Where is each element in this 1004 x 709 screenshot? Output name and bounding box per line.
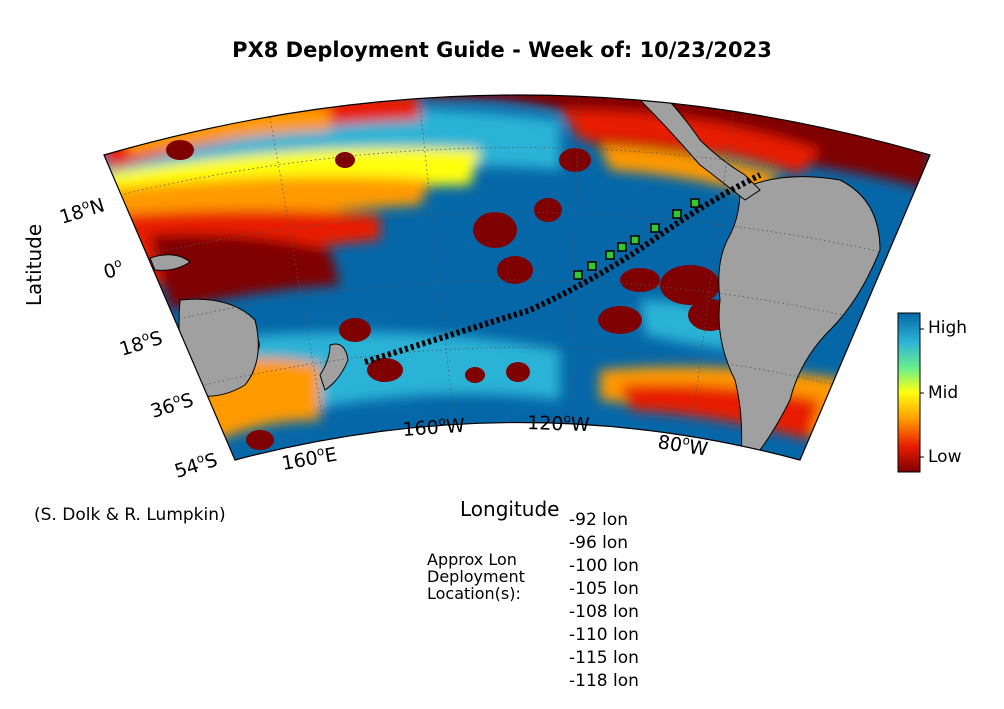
longitude-tick-labels: 160oE 160oW 120oW 80oW: [280, 410, 710, 475]
lat-tick-18n: 18oN: [56, 192, 107, 228]
deployment-label: Approx Lon Deployment Location(s):: [427, 551, 525, 602]
lon-tick-160w: 160oW: [402, 413, 466, 441]
low-value-patches: [166, 140, 732, 450]
land: [149, 95, 901, 460]
deployment-marker: [630, 235, 640, 245]
deployment-lon-list: -92 lon -96 lon -100 lon -105 lon -108 l…: [569, 509, 639, 693]
deployment-marker: [690, 198, 700, 208]
page-title: PX8 Deployment Guide - Week of: 10/23/20…: [232, 38, 772, 62]
deployment-lon: -118 lon: [569, 671, 639, 691]
deployment-label-line: Approx Lon: [427, 550, 517, 569]
lat-tick-0: 0o: [100, 255, 126, 284]
deployment-lon: -96 lon: [569, 533, 629, 553]
deployment-lon: -92 lon: [569, 510, 629, 530]
deployment-lon: -105 lon: [569, 579, 639, 599]
lon-tick-80w: 80oW: [656, 429, 710, 461]
colorbar-low-label: Low: [928, 447, 962, 467]
colorbar-high-label: High: [928, 318, 968, 338]
deployment-label-line: Location(s):: [427, 584, 521, 603]
deployment-marker: [650, 223, 660, 233]
deployment-marker: [617, 242, 627, 252]
graticule: [119, 95, 921, 460]
colorbar: [897, 312, 921, 473]
lat-tick-18s: 18oS: [116, 325, 165, 361]
deployment-marker: [672, 209, 682, 219]
lon-tick-120w: 120oW: [527, 410, 590, 436]
ship-track: [364, 172, 762, 365]
deployment-lon: -100 lon: [569, 556, 639, 576]
x-axis-label: Longitude: [460, 497, 560, 521]
deployment-lon: -110 lon: [569, 625, 639, 645]
lat-tick-36s: 36oS: [147, 387, 196, 423]
colorbar-mid-label: Mid: [928, 383, 959, 403]
lat-tick-54s: 54oS: [171, 447, 220, 483]
deployment-label-line: Deployment: [427, 567, 525, 586]
latitude-tick-labels: 18oN 0o 18oS 36oS 54oS: [56, 192, 220, 483]
deployment-marker: [605, 250, 615, 260]
lon-tick-160e: 160oE: [280, 442, 339, 475]
credit-text: (S. Dolk & R. Lumpkin): [34, 505, 226, 525]
deployment-lon: -115 lon: [569, 648, 639, 668]
map-area: [104, 95, 930, 460]
deployment-marker: [587, 261, 597, 271]
map-frame: [103, 94, 931, 461]
deployment-lon: -108 lon: [569, 602, 639, 622]
deployment-markers: [573, 198, 700, 280]
deployment-marker: [573, 270, 583, 280]
